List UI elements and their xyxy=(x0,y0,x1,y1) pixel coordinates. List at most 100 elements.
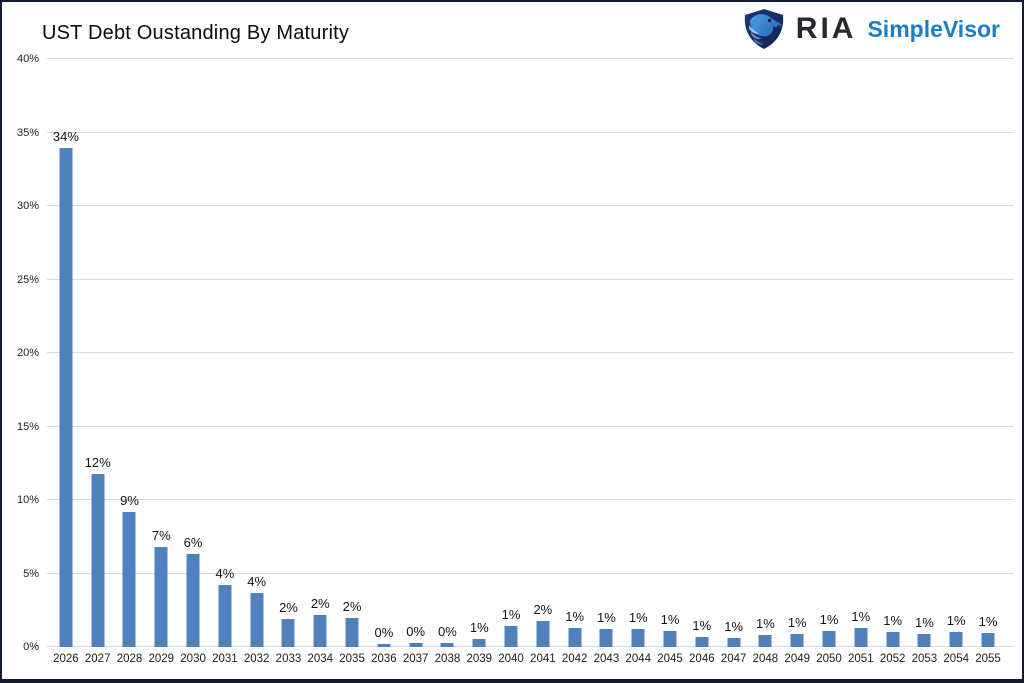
bar-slot-2028: 9% xyxy=(114,59,146,647)
bar-2052 xyxy=(886,631,900,647)
bar-slot-2051: 1% xyxy=(845,59,877,647)
x-tick-label-2026: 2026 xyxy=(53,653,79,665)
value-label-2041: 2% xyxy=(533,602,553,618)
bar-slot-2043: 1% xyxy=(591,59,623,647)
value-label-2043: 1% xyxy=(597,610,616,626)
bar-slot-2036: 0% xyxy=(368,59,400,647)
value-label-2053: 1% xyxy=(915,614,934,630)
bar-2030 xyxy=(186,554,200,647)
x-tick-label-2053: 2053 xyxy=(911,653,938,665)
value-label-2051: 1% xyxy=(851,608,871,624)
bar-slot-2029: 7% xyxy=(145,59,177,647)
bar-2029 xyxy=(154,547,168,647)
bar-slot-2054: 1% xyxy=(940,59,972,647)
x-tick-label-2030: 2030 xyxy=(180,653,206,665)
x-tick-label-2042: 2042 xyxy=(561,653,588,665)
bar-slot-2042: 1% xyxy=(559,59,591,647)
bar-slot-2052: 1% xyxy=(877,59,909,647)
bar-2038 xyxy=(440,642,454,647)
gridline-15% xyxy=(47,425,1014,427)
x-tick-label-2050: 2050 xyxy=(816,653,842,665)
y-axis: 0% 5% 10% 15% 20% 25% 30% 35% 40% xyxy=(2,53,42,653)
bar-2044 xyxy=(631,628,645,647)
x-tick-label-2041: 2041 xyxy=(530,653,556,665)
bar-slot-2055: 1% xyxy=(972,59,1004,647)
value-label-2047: 1% xyxy=(724,619,744,635)
eagle-icon xyxy=(744,9,784,49)
bar-2032 xyxy=(250,592,264,647)
gridline-10% xyxy=(47,499,1014,500)
bar-2048 xyxy=(758,635,772,647)
x-tick-label-2046: 2046 xyxy=(689,653,715,665)
x-tick-label-2051: 2051 xyxy=(848,653,874,665)
bar-2043 xyxy=(599,629,613,647)
x-tick-label-2045: 2045 xyxy=(657,653,683,665)
x-tick-label-2036: 2036 xyxy=(371,653,397,665)
x-tick-label-2048: 2048 xyxy=(752,653,779,665)
value-label-2033: 2% xyxy=(279,600,298,616)
brand-logo: RIA SimpleVisor xyxy=(741,8,1000,50)
bar-2039 xyxy=(472,638,486,647)
x-tick-label-2043: 2043 xyxy=(593,653,620,665)
x-tick-label-2039: 2039 xyxy=(466,653,493,665)
value-label-2032: 4% xyxy=(247,573,267,589)
bar-slot-2035: 2% xyxy=(336,59,368,647)
bar-slot-2033: 2% xyxy=(273,59,305,647)
x-tick-label-2038: 2038 xyxy=(434,653,461,665)
bar-2050 xyxy=(822,630,836,647)
bar-2036 xyxy=(377,644,391,647)
bar-slot-2046: 1% xyxy=(686,59,718,647)
value-label-2055: 1% xyxy=(978,614,998,630)
x-tick-label-2028: 2028 xyxy=(116,653,143,665)
value-label-2026: 34% xyxy=(52,128,79,144)
x-tick-label-2029: 2029 xyxy=(148,653,175,665)
bar-slot-2050: 1% xyxy=(813,59,845,647)
bar-slot-2040: 1% xyxy=(495,59,527,647)
eagle-feather-2 xyxy=(750,32,762,40)
bar-2054 xyxy=(949,631,963,647)
bar-slot-2026: 34% xyxy=(50,59,82,647)
value-label-2039: 1% xyxy=(469,619,489,635)
x-tick-label-2033: 2033 xyxy=(275,653,302,665)
value-label-2031: 4% xyxy=(215,566,235,582)
bar-slot-2047: 1% xyxy=(718,59,750,647)
bar-slot-2032: 4% xyxy=(241,59,273,647)
value-label-2054: 1% xyxy=(946,612,966,628)
bar-slot-2045: 1% xyxy=(654,59,686,647)
x-tick-label-2032: 2032 xyxy=(243,653,270,665)
eagle-eye xyxy=(767,18,771,23)
bar-2034 xyxy=(313,614,327,647)
value-label-2038: 0% xyxy=(438,623,457,639)
y-tick-label-5%: 5% xyxy=(23,567,39,580)
chart-title: UST Debt Oustanding By Maturity xyxy=(42,22,350,44)
bar-slot-2038: 0% xyxy=(432,59,464,647)
bar-2037 xyxy=(409,643,423,647)
bar-slot-2039: 1% xyxy=(463,59,495,647)
bar-slot-2053: 1% xyxy=(909,59,941,647)
bar-slot-2049: 1% xyxy=(781,59,813,647)
bar-2026 xyxy=(59,147,73,647)
value-label-2050: 1% xyxy=(819,611,839,627)
eagle-feather-3 xyxy=(753,38,764,45)
bar-slot-2037: 0% xyxy=(400,59,432,647)
value-label-2044: 1% xyxy=(628,609,648,625)
bar-series: 34% 12% 9% 7% 6% 4% 4% 2% 2% 2% 0% 0% 0% 1% 1% 2% 1% 1% 1%… xyxy=(50,59,1004,647)
bar-slot-2044: 1% xyxy=(622,59,654,647)
value-label-2040: 1% xyxy=(501,607,521,623)
value-label-2036: 0% xyxy=(374,625,394,641)
bar-2040 xyxy=(504,626,518,647)
bar-2028 xyxy=(122,511,136,647)
bar-slot-2031: 4% xyxy=(209,59,241,647)
value-label-2035: 2% xyxy=(342,599,362,615)
gridline-25% xyxy=(47,278,1014,280)
eagle-head-shape xyxy=(749,14,782,37)
x-tick-label-2034: 2034 xyxy=(307,653,334,665)
bar-2049 xyxy=(790,633,804,647)
bar-2033 xyxy=(281,619,295,647)
y-tick-label-40%: 40% xyxy=(16,53,39,65)
plot-area: 34% 12% 9% 7% 6% 4% 4% 2% 2% 2% 0% 0% 0% 1% 1% 2% 1% 1% 1%… xyxy=(47,58,1014,647)
logo-simplevisor-text: SimpleVisor xyxy=(867,15,1000,42)
bar-2053 xyxy=(917,633,931,647)
x-tick-label-2040: 2040 xyxy=(498,653,524,665)
value-label-2030: 6% xyxy=(183,535,203,551)
